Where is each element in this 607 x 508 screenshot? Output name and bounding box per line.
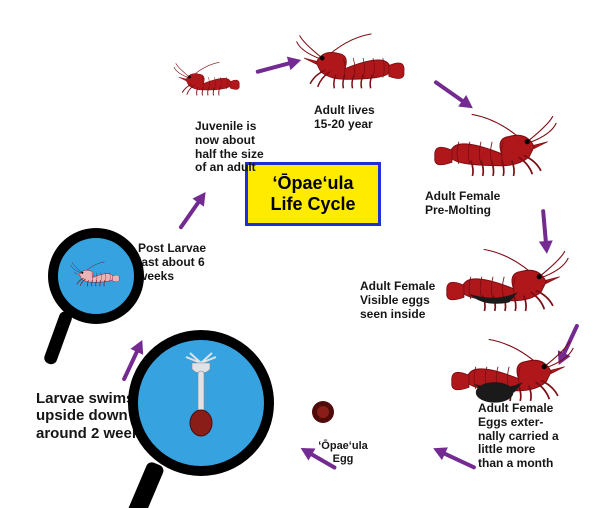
shrimp-icon	[173, 60, 243, 103]
magnifier-larvae	[128, 330, 274, 476]
shrimp-juvenile	[173, 60, 243, 103]
label-premolt: Adult Female Pre-Molting	[425, 190, 535, 218]
shrimp-icon	[70, 260, 122, 292]
shrimp-icon	[445, 335, 575, 416]
shrimp-adult	[295, 30, 410, 101]
cycle-arrow-7	[172, 185, 215, 234]
magnifier-lens-postlarvae	[48, 228, 144, 324]
cycle-arrow-4	[428, 439, 480, 477]
title-line1: ʻŌpaeʻula	[272, 173, 353, 193]
magnifier-handle-postlarvae	[43, 310, 74, 366]
egg-icon	[312, 401, 334, 423]
label-adult: Adult lives 15-20 year	[314, 104, 424, 132]
magnifier-handle-larvae	[118, 460, 166, 508]
title-line2: Life Cycle	[270, 194, 355, 214]
shrimp-icon	[428, 110, 558, 191]
shrimp-premolt	[428, 110, 558, 191]
shrimp-external	[445, 335, 575, 416]
shrimp-icon	[440, 245, 570, 326]
magnifier-lens-larvae	[128, 330, 274, 476]
shrimp-icon	[295, 30, 410, 101]
magnifier-postlarvae	[48, 228, 144, 324]
postlarvae-shrimp	[70, 260, 122, 292]
label-postlarvae: Post Larvae last about 6 weeks	[138, 242, 238, 283]
larva-icon	[176, 351, 226, 456]
shrimp-visible	[440, 245, 570, 326]
label-juvenile: Juvenile is now about half the size of a…	[195, 120, 290, 175]
